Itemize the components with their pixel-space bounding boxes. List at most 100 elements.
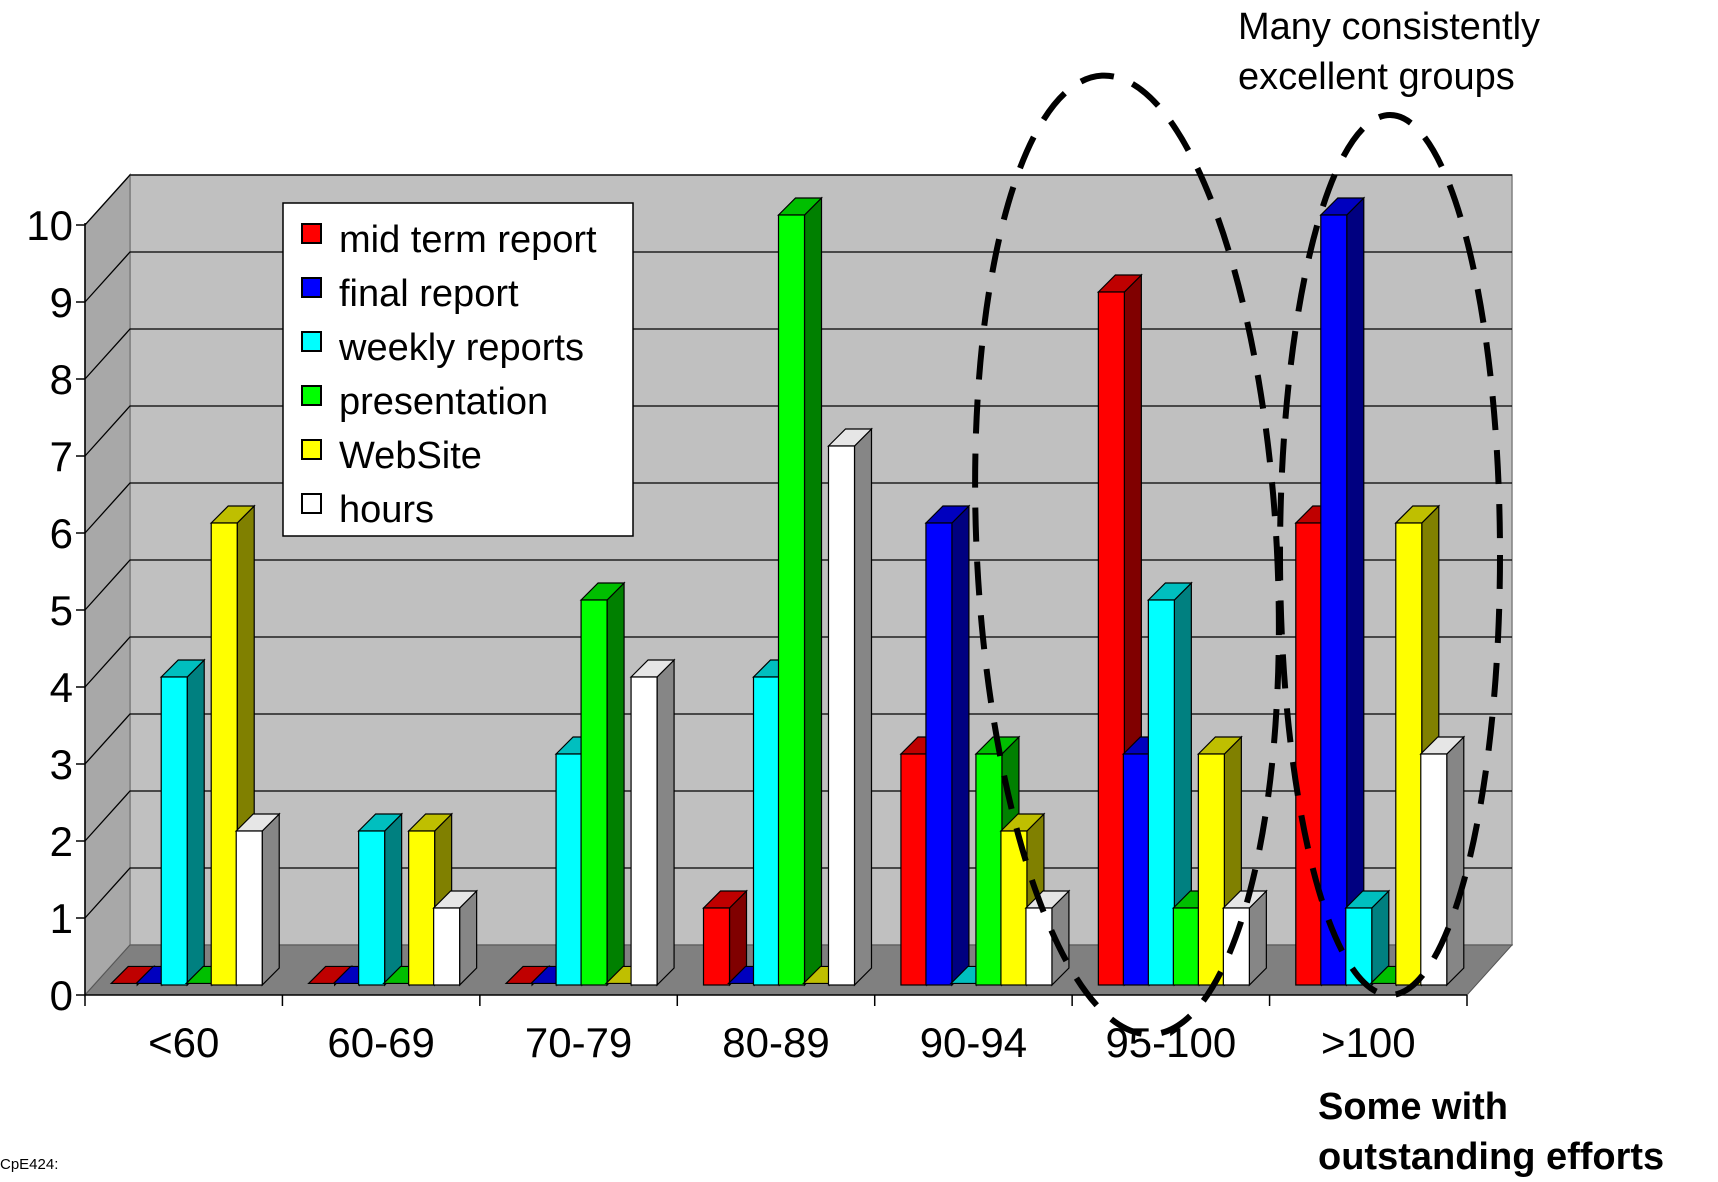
bar-front: [210, 522, 238, 986]
y-tick-labels: 0 1 2 3 4 5 6 7 8 9 10: [26, 202, 73, 1019]
y-tick-label: 9: [50, 279, 73, 326]
highlight-ellipse-outstanding: [1277, 112, 1503, 998]
annotation-line: excellent groups: [1238, 56, 1515, 98]
bar-front: [925, 522, 953, 986]
x-tick-label: 60-69: [327, 1019, 434, 1066]
bar-weekly-reports: [1344, 889, 1391, 987]
gridline: [84, 251, 1512, 303]
y-tick-label: 10: [26, 202, 73, 249]
x-tick-label: >100: [1321, 1019, 1416, 1066]
y-tick-label: 5: [50, 587, 73, 634]
gridlines: [84, 174, 1512, 919]
x-tick-labels: <60 60-69 70-79 80-89 90-94 95-100 >100: [148, 1019, 1416, 1066]
bar-front: [1197, 753, 1225, 986]
bar-final-report: [1319, 196, 1366, 987]
bar-front: [975, 753, 1003, 986]
bar-front: [433, 907, 461, 986]
bar-final-report: [924, 504, 971, 987]
y-tick-label: 4: [50, 664, 73, 711]
legend-label: mid term report: [339, 219, 597, 261]
footer-label: CpE424:: [0, 1156, 59, 1173]
bar-front: [630, 676, 658, 986]
bar-front: [1097, 291, 1125, 986]
bar-front: [777, 214, 806, 986]
y-tick-label: 1: [50, 895, 73, 942]
bar-presentation: [777, 196, 823, 987]
bar-front: [358, 830, 386, 986]
annotation-line: outstanding efforts: [1318, 1136, 1665, 1178]
bar-hours: [432, 889, 479, 987]
bar-side: [606, 581, 625, 987]
bar-front: [1395, 522, 1423, 986]
bar-front: [1320, 214, 1348, 986]
gridline: [84, 482, 1512, 534]
bar-front: [555, 753, 583, 986]
bar-front: [1122, 753, 1150, 986]
bar-front: [1420, 753, 1448, 986]
bar-front: [408, 830, 436, 986]
bar-weekly-reports: [357, 812, 404, 987]
y-tick-label: 2: [50, 818, 73, 865]
bar-presentation: [579, 581, 626, 987]
bar-side: [803, 196, 823, 987]
gridline: [84, 559, 1512, 611]
gridline: [84, 174, 1512, 226]
bar-front: [752, 676, 781, 986]
legend-swatch: [301, 223, 322, 244]
legend-swatch: [301, 439, 322, 460]
bar-side: [1446, 735, 1465, 987]
bar-front: [1295, 522, 1323, 986]
x-tick-label: 80-89: [722, 1019, 829, 1066]
legend-swatch: [301, 277, 322, 298]
x-tick-label: 90-94: [920, 1019, 1027, 1066]
legend-label: presentation: [339, 381, 548, 423]
bar-hours: [827, 427, 873, 987]
bar-side: [261, 812, 280, 987]
x-tick-label: <60: [148, 1019, 219, 1066]
annotation-line: Many consistently: [1238, 6, 1541, 48]
y-tick-label: 0: [50, 972, 73, 1019]
bar-hours: [234, 812, 281, 987]
legend-label: WebSite: [339, 435, 482, 477]
bar-front: [1172, 907, 1200, 986]
bar-side: [1346, 196, 1365, 987]
bar-weekly-reports: [1146, 581, 1193, 987]
gridline: [84, 636, 1512, 688]
legend: mid term report final report weekly report…: [282, 202, 634, 537]
bar-side: [951, 504, 970, 987]
bar-front: [160, 676, 188, 986]
annotation-line: Some with: [1318, 1086, 1509, 1128]
bar-front: [702, 907, 731, 986]
bar-front: [827, 445, 856, 986]
bar-front: [235, 830, 263, 986]
bar-front: [1025, 907, 1053, 986]
legend-label: weekly reports: [338, 327, 584, 369]
legend-label: final report: [339, 273, 519, 315]
bar-front: [1222, 907, 1250, 986]
annotation-excellent-groups: Many consistently excellent groups: [1238, 2, 1540, 102]
bar-mid-term-report: [702, 889, 748, 987]
bar-hours: [1221, 889, 1268, 987]
x-tick-label: 70-79: [525, 1019, 632, 1066]
bar-front: [580, 599, 608, 986]
legend-swatch: [301, 385, 322, 406]
axes: [76, 223, 1468, 1006]
gridline: [84, 328, 1512, 380]
bar-weekly-reports: [159, 658, 206, 987]
legend-label: hours: [339, 489, 434, 531]
gridline: [84, 405, 1512, 457]
bar-front: [1147, 599, 1175, 986]
y-tick-label: 3: [50, 741, 73, 788]
y-tick-label: 7: [50, 433, 73, 480]
highlight-ellipse-excellent: [972, 72, 1282, 1038]
bars: [109, 196, 1466, 987]
bar-side: [853, 427, 873, 987]
gridline: [84, 867, 1512, 919]
annotation-outstanding-efforts: Some with outstanding efforts: [1318, 1082, 1664, 1182]
bar-hours: [1024, 889, 1071, 987]
highlight-ellipses: [972, 72, 1503, 1038]
bar-side: [384, 812, 403, 987]
bar-front: [900, 753, 928, 986]
gridline: [84, 713, 1512, 765]
